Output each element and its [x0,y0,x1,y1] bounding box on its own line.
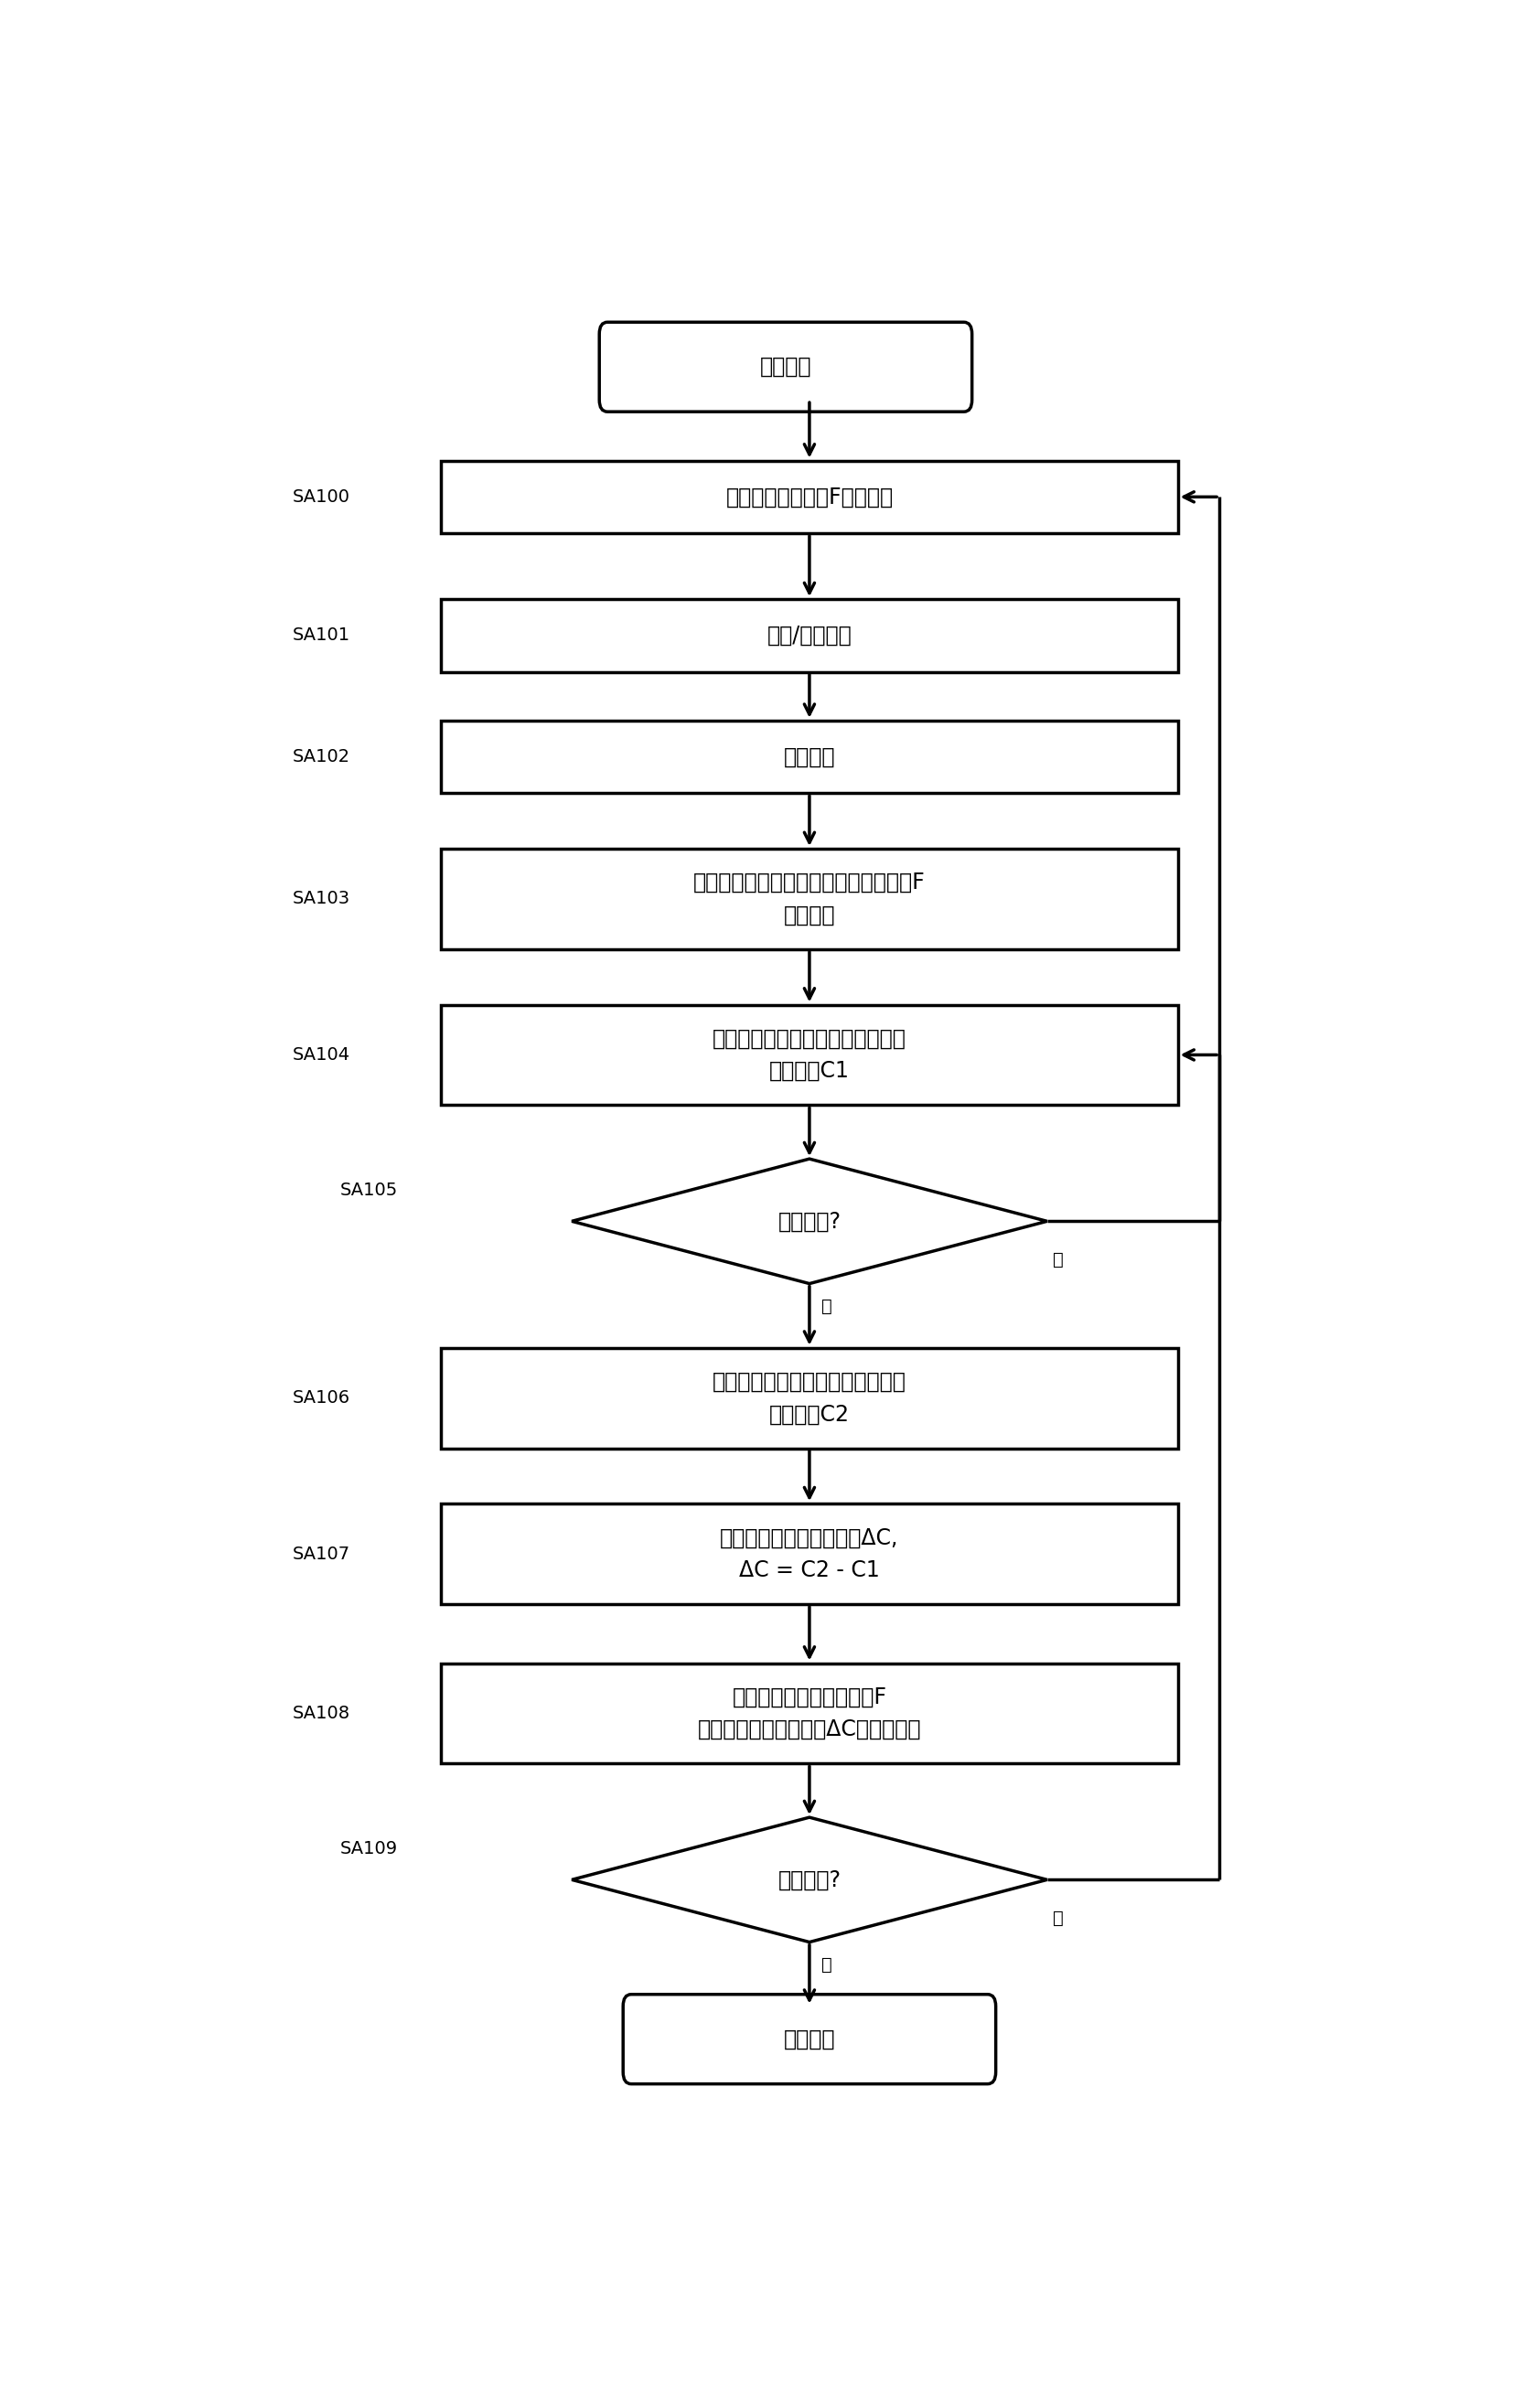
Bar [442,1004,1177,1105]
Text: 设定供给量指令值F的初始值: 设定供给量指令值F的初始值 [725,486,894,508]
Bar [442,1503,1177,1604]
Text: SA102: SA102 [293,749,351,766]
Bar [442,720,1177,792]
Bar [442,1664,1177,1763]
Text: SA101: SA101 [293,626,351,645]
Text: 否: 否 [1053,1250,1064,1269]
Text: 是: 是 [822,1955,832,1972]
FancyBboxPatch shape [599,323,972,412]
Text: 开始计量: 开始计量 [783,746,835,768]
Text: 计量完成?: 计量完成? [777,1211,842,1233]
Text: SA109: SA109 [340,1840,399,1857]
Text: 计算树脂的供给量指令值F
使计量中的螺杆旋转量ΔC成为目标值: 计算树脂的供给量指令值F 使计量中的螺杆旋转量ΔC成为目标值 [698,1686,921,1741]
Text: SA104: SA104 [293,1045,351,1064]
Bar [442,460,1177,532]
FancyBboxPatch shape [622,1994,996,2083]
Polygon shape [572,1818,1047,1943]
Text: SA106: SA106 [293,1389,351,1406]
Text: SA105: SA105 [340,1182,399,1199]
Text: 检测并存储计量开始时的螺杆旋转
编码器值C1: 检测并存储计量开始时的螺杆旋转 编码器值C1 [713,1028,906,1081]
Text: 运转结束?: 运转结束? [777,1869,842,1890]
Bar [442,848,1177,949]
Bar [442,600,1177,672]
Text: 运转开始: 运转开始 [760,356,811,378]
Text: SA103: SA103 [293,891,351,908]
Text: SA100: SA100 [293,489,350,506]
Text: SA108: SA108 [293,1705,351,1722]
Text: 计算计量中的螺杆旋转量ΔC,
ΔC = C2 - C1: 计算计量中的螺杆旋转量ΔC, ΔC = C2 - C1 [721,1527,898,1582]
Text: SA107: SA107 [293,1546,351,1563]
Bar [442,1348,1177,1447]
Text: 检测并存储计量结束时的螺杆旋转
编码器值C2: 检测并存储计量结束时的螺杆旋转 编码器值C2 [713,1370,906,1426]
Text: 注塑/保压工序: 注塑/保压工序 [766,624,852,645]
Polygon shape [572,1158,1047,1283]
Text: 否: 否 [1053,1910,1064,1926]
Text: 运转结束: 运转结束 [783,2028,835,2049]
Text: 根据在前一周期中计算的供给量指令值F
供给树脂: 根据在前一周期中计算的供给量指令值F 供给树脂 [693,872,926,927]
Text: 是: 是 [822,1298,832,1315]
